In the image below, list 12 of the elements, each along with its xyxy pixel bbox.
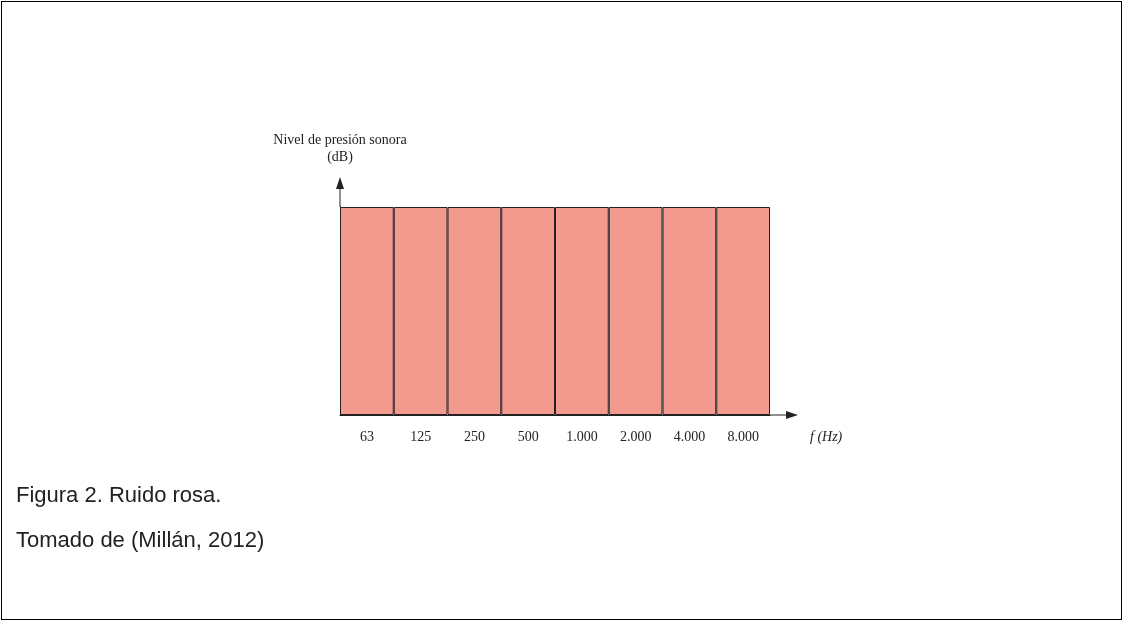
text: Tomado de (Millán, 2012) [16,527,265,553]
x-axis-title: f (Hz) [810,428,843,445]
x-tick-label: 500 [517,428,539,444]
y-axis-title: Nivel de presión sonora (dB) [272,131,408,165]
x-tick-label: 1.000 [566,428,598,444]
x-tick-label: 63 [359,428,374,444]
x-tick-label: 8.000 [727,428,759,444]
x-tick-label: 125 [410,428,432,444]
x-tick-label: 4.000 [673,428,706,444]
text: Figura 2. Ruido rosa. [16,482,222,508]
x-tick-label: 250 [463,428,485,444]
x-tick-label: 2.000 [619,428,652,444]
